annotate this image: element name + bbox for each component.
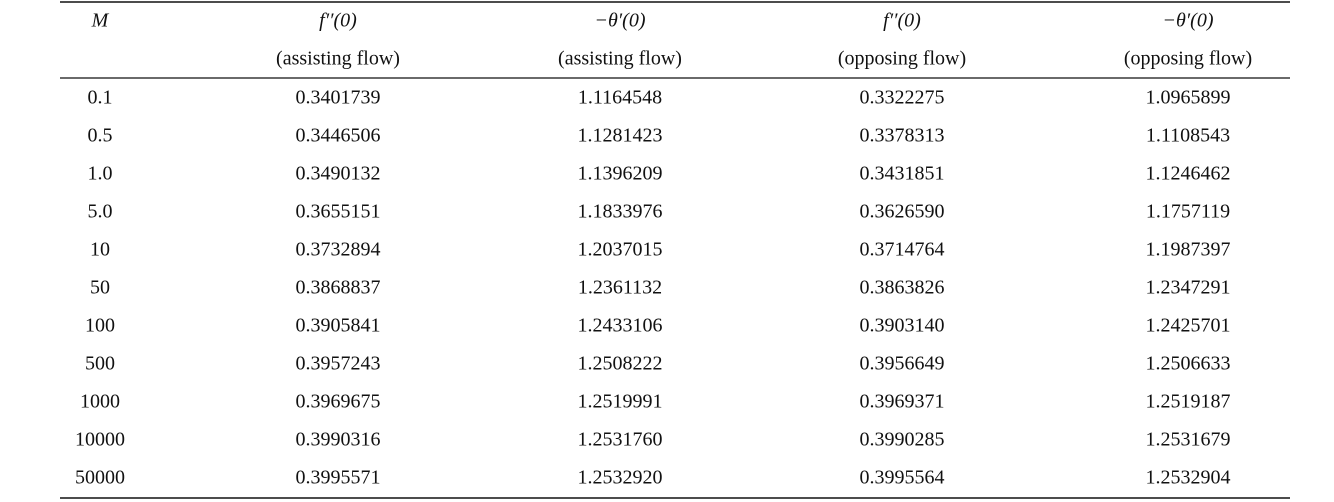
cell: 0.3957243: [296, 353, 381, 375]
cell: 1.1833976: [578, 201, 663, 223]
cell: 1.2531679: [1146, 429, 1231, 451]
cell: 1.1246462: [1146, 163, 1231, 185]
cell: 1.2361132: [578, 277, 662, 299]
cell: 0.3490132: [296, 163, 381, 185]
row-label: 10000: [75, 429, 125, 451]
row-label: 0.1: [88, 87, 113, 109]
row-label: 0.5: [88, 125, 113, 147]
cell: 1.2506633: [1146, 353, 1231, 375]
cell: 0.3655151: [296, 201, 381, 223]
cell: 1.1396209: [578, 163, 663, 185]
cell: 1.2519991: [578, 391, 663, 413]
cell: 1.0965899: [1146, 87, 1231, 109]
column-symbol: −θ′(0): [594, 10, 645, 32]
cell: 0.3956649: [860, 353, 945, 375]
column-note: (opposing flow): [838, 48, 966, 70]
cell: 1.2519187: [1146, 391, 1231, 413]
row-label: 1000: [80, 391, 120, 413]
cell: 0.3969675: [296, 391, 381, 413]
cell: 1.1164548: [578, 87, 662, 109]
row-label: 50000: [75, 467, 125, 489]
cell: 1.1108543: [1146, 125, 1230, 147]
cell: 1.2347291: [1146, 277, 1231, 299]
cell: 0.3446506: [296, 125, 381, 147]
cell: 0.3322275: [860, 87, 945, 109]
column-symbol: f′′(0): [319, 10, 357, 32]
cell: 0.3995564: [860, 467, 945, 489]
cell: 1.2433106: [578, 315, 663, 337]
cell: 0.3969371: [860, 391, 945, 413]
cell: 0.3732894: [296, 239, 381, 261]
cell: 1.1281423: [578, 125, 663, 147]
cell: 1.2531760: [578, 429, 663, 451]
row-label: 50: [90, 277, 110, 299]
row-label: 10: [90, 239, 110, 261]
cell: 0.3905841: [296, 315, 381, 337]
row-label: 1.0: [88, 163, 113, 185]
row-label: 500: [85, 353, 115, 375]
column-symbol: f′′(0): [883, 10, 921, 32]
cell: 1.2508222: [578, 353, 663, 375]
row-label: 5.0: [88, 201, 113, 223]
cell: 0.3378313: [860, 125, 945, 147]
cell: 0.3868837: [296, 277, 381, 299]
cell: 1.1757119: [1146, 201, 1230, 223]
column-symbol: −θ′(0): [1162, 10, 1213, 32]
cell: 0.3903140: [860, 315, 945, 337]
column-note: (assisting flow): [276, 48, 400, 70]
cell: 1.1987397: [1146, 239, 1231, 261]
cell: 0.3863826: [860, 277, 945, 299]
cell: 0.3990285: [860, 429, 945, 451]
cell: 0.3714764: [860, 239, 945, 261]
cell: 1.2532920: [578, 467, 663, 489]
cell: 0.3431851: [860, 163, 945, 185]
cell: 0.3995571: [296, 467, 381, 489]
cell: 0.3990316: [296, 429, 381, 451]
column-note: (opposing flow): [1124, 48, 1252, 70]
row-label: 100: [85, 315, 115, 337]
cell: 0.3401739: [296, 87, 381, 109]
cell: 1.2037015: [578, 239, 663, 261]
cell: 1.2425701: [1146, 315, 1231, 337]
cell: 0.3626590: [860, 201, 945, 223]
column-note: (assisting flow): [558, 48, 682, 70]
cell: 1.2532904: [1146, 467, 1231, 489]
column-symbol: M: [91, 10, 110, 32]
